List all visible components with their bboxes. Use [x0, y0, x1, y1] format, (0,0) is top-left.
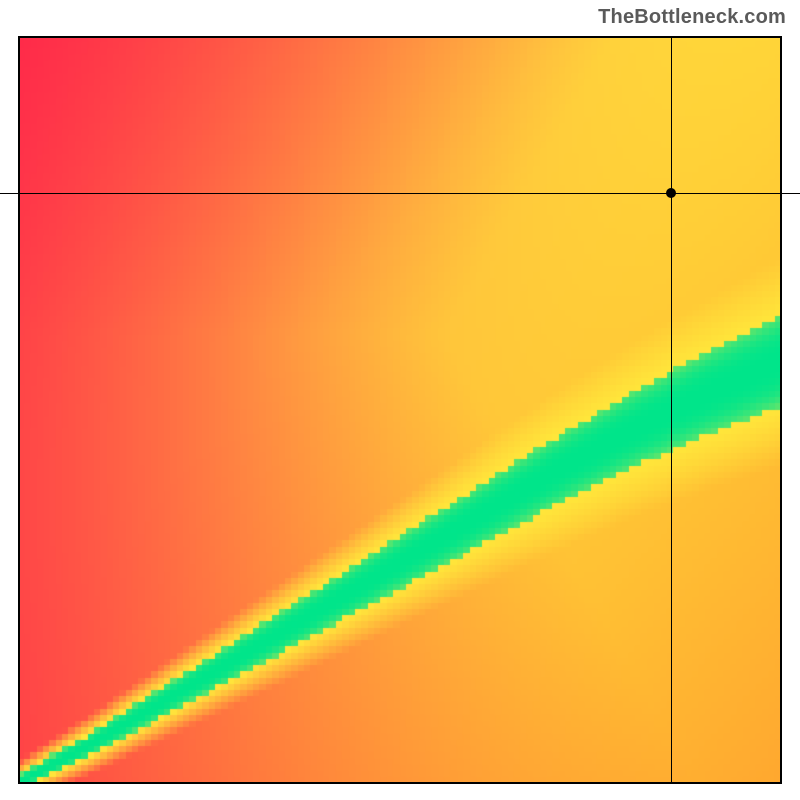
- crosshair-vertical: [671, 36, 672, 784]
- plot-frame: [18, 36, 782, 784]
- attribution-text: TheBottleneck.com: [598, 6, 786, 29]
- crosshair-horizontal: [0, 193, 800, 194]
- crosshair-marker-dot: [666, 188, 676, 198]
